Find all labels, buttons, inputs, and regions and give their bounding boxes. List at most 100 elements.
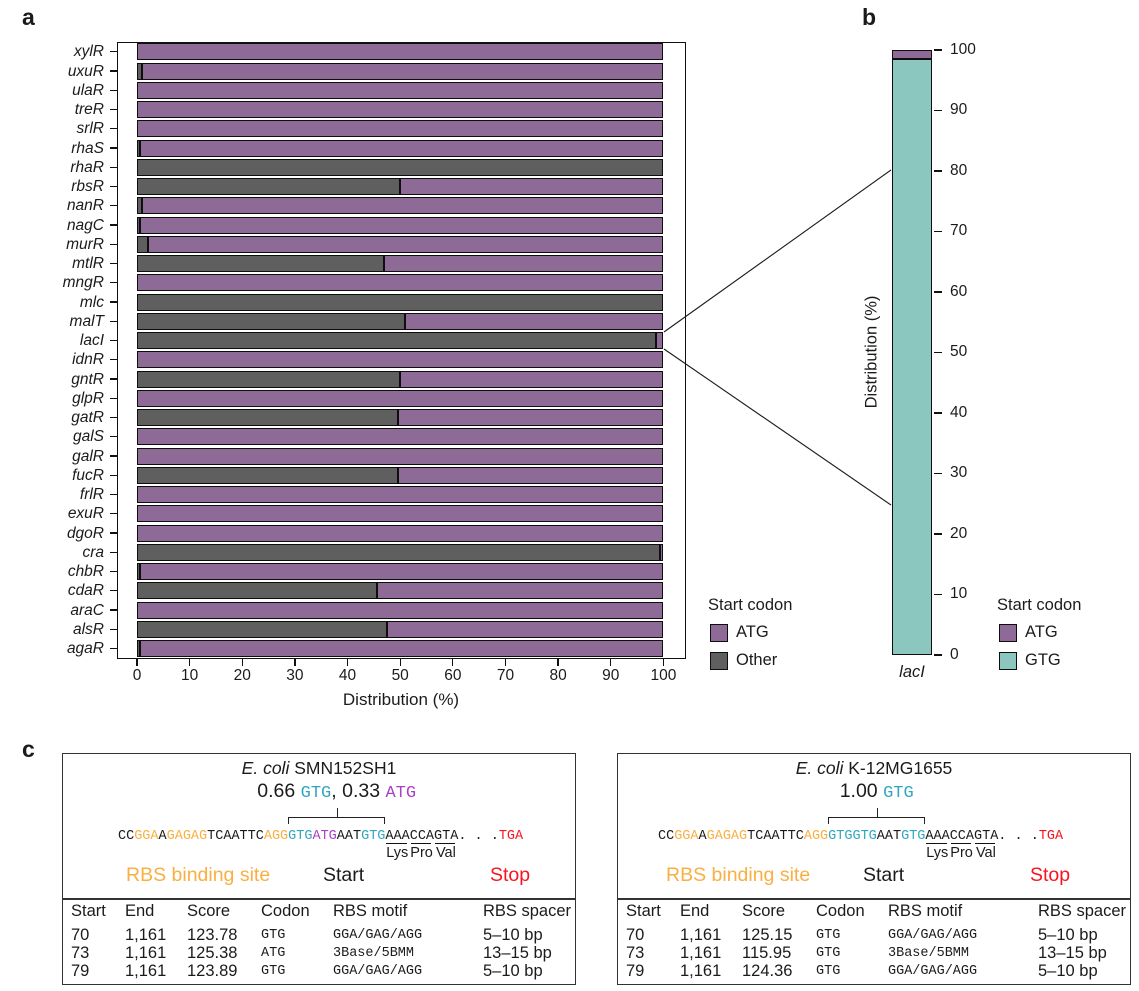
b-bar-segment-atg xyxy=(892,50,932,60)
c-table-cell: 1,161 xyxy=(125,962,167,980)
gene-label: galR xyxy=(72,447,104,465)
gene-label: frlR xyxy=(79,486,104,504)
c-table-cell: ATG xyxy=(261,946,286,961)
c-sequence-segment: GTG xyxy=(901,829,926,844)
y-axis-tick xyxy=(110,224,117,226)
legend-swatch-atg xyxy=(710,624,728,642)
y-axis-tick xyxy=(110,185,117,188)
c-table-header-cell: Score xyxy=(742,902,786,920)
bar-segment-other xyxy=(137,197,143,215)
y-axis-tick xyxy=(110,436,117,438)
c-table-header-cell: Score xyxy=(187,902,231,920)
bar-segment-atg xyxy=(659,543,664,561)
c-table-header-cell: End xyxy=(680,902,710,920)
c-section-divider xyxy=(63,898,575,900)
c-table-cell: 70 xyxy=(71,926,90,944)
c-table-cell: GTG xyxy=(816,928,841,943)
y-axis-tick xyxy=(110,455,117,457)
bar-segment-other xyxy=(137,466,398,484)
x-axis-tick xyxy=(241,659,243,666)
bar-segment-other xyxy=(137,332,656,350)
y-axis-tick xyxy=(110,570,117,573)
bar-segment-other xyxy=(137,255,385,273)
x-axis-tick xyxy=(294,659,296,666)
y-axis-tick xyxy=(110,108,117,111)
c-ratio-segment: 1.00 xyxy=(839,780,884,802)
c-sequence-segment: . . . xyxy=(998,829,1039,844)
b-y-axis-tick-label: 30 xyxy=(950,464,968,481)
c-region-label-1: Start xyxy=(863,864,905,886)
bar-segment-other xyxy=(137,158,664,176)
bar-segment-atg xyxy=(400,178,664,196)
gene-label: rhaS xyxy=(71,139,104,157)
x-axis-tick xyxy=(399,659,401,666)
bar-segment-atg xyxy=(139,139,664,157)
c-sequence-segment: CC xyxy=(118,829,135,844)
y-axis-tick xyxy=(110,416,117,419)
y-axis-tick xyxy=(110,320,117,322)
c-table-cell: 3Base/5BMM xyxy=(888,946,970,961)
y-axis-tick xyxy=(110,128,117,130)
x-axis-tick-label: 10 xyxy=(181,667,199,684)
x-axis-tick xyxy=(188,659,191,666)
bar-segment-atg xyxy=(139,640,664,658)
gene-label: exuR xyxy=(67,505,104,523)
x-axis-tick xyxy=(452,659,454,666)
c-table-cell: GTG xyxy=(261,964,286,979)
c-ratio-segment: GTG xyxy=(300,784,332,803)
y-axis-tick xyxy=(110,339,117,342)
c-table-cell: 79 xyxy=(626,962,645,980)
y-axis-tick xyxy=(110,282,117,284)
panel-b-label: b xyxy=(862,4,877,30)
connector-line-top xyxy=(663,169,892,333)
gene-label: mngR xyxy=(62,274,104,292)
y-axis-tick xyxy=(110,532,117,534)
c-sequence-segment: . . . xyxy=(458,829,499,844)
y-axis-tick xyxy=(110,590,117,592)
bar-segment-atg xyxy=(655,332,664,350)
bar-segment-atg xyxy=(137,428,664,446)
panel-b-y-axis-title: Distribution (%) xyxy=(862,295,881,409)
c-table-cell: 123.89 xyxy=(187,962,238,980)
bar-segment-other xyxy=(137,563,140,581)
c-sequence-segment: GGA xyxy=(134,829,159,844)
legend-swatch-atg xyxy=(999,624,1017,642)
c-table-cell: GGA/GAG/AGG xyxy=(333,928,423,943)
bar-segment-atg xyxy=(137,601,664,619)
bar-segment-atg xyxy=(400,370,664,388)
c-table-header-cell: RBS spacer xyxy=(1038,902,1127,920)
gene-label: agaR xyxy=(66,640,104,658)
legend-label-atg: ATG xyxy=(736,623,769,641)
gene-label: chbR xyxy=(67,563,104,581)
c-sequence-segment: A xyxy=(158,829,167,844)
c-ratio-segment: , 0.33 xyxy=(331,780,386,802)
c-sequence-segment: GAGAG xyxy=(166,829,208,844)
b-y-axis-tick xyxy=(934,412,942,414)
gene-label: fucR xyxy=(72,466,104,484)
x-axis-tick-label: 20 xyxy=(233,667,251,684)
y-axis-tick xyxy=(110,70,117,72)
c-amino-acid-label: Pro xyxy=(410,845,433,861)
gene-label: glpR xyxy=(72,389,104,407)
c-sequence: CCGGAAGAGAGTCAATTCAGGGTGGTGAATGTGAAACCAG… xyxy=(658,828,1063,845)
b-y-axis-tick-label: 70 xyxy=(950,222,968,239)
gene-label: uxuR xyxy=(67,62,104,80)
b-category-label: lacI xyxy=(899,663,925,681)
bar-segment-atg xyxy=(137,524,664,542)
y-axis-tick xyxy=(110,262,117,265)
c-table-header-cell: RBS motif xyxy=(888,902,963,920)
c-table-cell: 73 xyxy=(626,944,645,962)
y-axis-tick xyxy=(110,89,117,91)
c-ratio-segment: 0.66 xyxy=(257,780,301,802)
c-table-cell: 13–15 bp xyxy=(1038,944,1107,962)
x-axis-tick-label: 50 xyxy=(391,667,409,684)
b-y-axis-tick xyxy=(934,170,942,172)
c-table-cell: 1,161 xyxy=(680,962,722,980)
c-box: E. coli K-12MG1655 1.00 GTG CCGGAAGAGAGTCA… xyxy=(617,753,1131,985)
c-region-label-2: Stop xyxy=(490,864,531,886)
bar-segment-atg xyxy=(405,312,664,330)
b-y-axis-tick xyxy=(934,472,942,475)
c-table-cell: 13–15 bp xyxy=(483,944,552,962)
b-y-axis-tick-label: 20 xyxy=(950,524,968,542)
